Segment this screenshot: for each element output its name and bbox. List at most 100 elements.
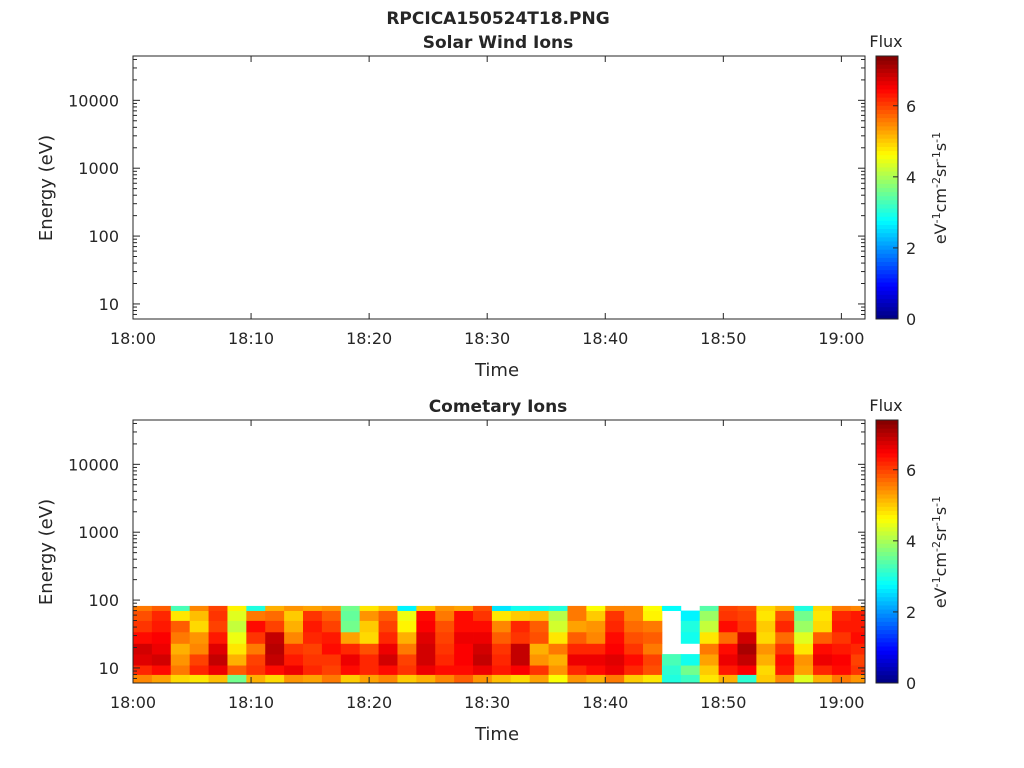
heatmap-cell bbox=[246, 631, 266, 644]
heatmap-cell bbox=[454, 654, 474, 666]
bottom-plot-area: 18:00 18:10 18:20 18:30 18:40 18:50 19:00 10 100… bbox=[68, 419, 866, 712]
heatmap-cell bbox=[151, 610, 172, 621]
heatmap-cell bbox=[586, 665, 606, 675]
heatmap-cell bbox=[510, 620, 531, 633]
y-tick-label: 10 bbox=[99, 295, 119, 314]
heatmap-cell bbox=[586, 643, 606, 655]
bottom-panel: Cometary Ions 18:00 18:10 18:20 18:30 18:40 1… bbox=[36, 396, 950, 745]
heatmap-cell bbox=[303, 610, 323, 621]
heatmap-cell bbox=[737, 605, 757, 611]
heatmap-cell bbox=[397, 610, 417, 621]
heatmap-cell bbox=[246, 654, 266, 666]
heatmap-cell bbox=[246, 620, 266, 633]
heatmap-cell bbox=[699, 643, 719, 655]
heatmap-cell bbox=[303, 643, 323, 655]
heatmap-cell bbox=[265, 605, 285, 611]
heatmap-cell bbox=[340, 643, 361, 655]
heatmap-cell bbox=[133, 610, 153, 621]
heatmap-cell bbox=[397, 643, 417, 655]
heatmap-cell bbox=[340, 631, 361, 644]
heatmap-cell bbox=[416, 620, 436, 633]
top-plot-area: 18:00 18:10 18:20 18:30 18:40 18:50 19:00 10 100… bbox=[68, 55, 866, 348]
heatmap-cell bbox=[529, 631, 549, 644]
heatmap-cell bbox=[284, 605, 304, 611]
heatmap-cell bbox=[850, 631, 866, 644]
heatmap-cell bbox=[473, 643, 493, 655]
heatmap-cell bbox=[435, 620, 455, 633]
heatmap-cell bbox=[208, 643, 228, 655]
heatmap-cell bbox=[208, 665, 228, 675]
heatmap-cell bbox=[189, 654, 209, 666]
heatmap-cell bbox=[775, 620, 795, 633]
heatmap-cell bbox=[473, 674, 493, 684]
heatmap-cell bbox=[775, 631, 795, 644]
heatmap-cell bbox=[831, 610, 852, 621]
axes-frame bbox=[132, 55, 866, 320]
heatmap-cell bbox=[737, 665, 757, 675]
x-tick-label: 19:00 bbox=[818, 693, 864, 712]
heatmap-cell bbox=[473, 654, 493, 666]
y-tick-label: 100 bbox=[88, 227, 119, 246]
heatmap-cell bbox=[397, 631, 417, 644]
heatmap-cell bbox=[567, 610, 587, 621]
heatmap-cell bbox=[756, 674, 776, 684]
heatmap-cell bbox=[794, 631, 814, 644]
heatmap-cell bbox=[813, 665, 833, 675]
heatmap-cell bbox=[643, 665, 663, 675]
heatmap-cell bbox=[794, 665, 814, 675]
heatmap-cell bbox=[605, 665, 625, 675]
heatmap-cell bbox=[718, 620, 738, 633]
bottom-colorbar-unit-ev: eV bbox=[931, 587, 950, 608]
heatmap-cell bbox=[208, 610, 228, 621]
heatmap-cell bbox=[133, 643, 153, 655]
heatmap-cell bbox=[378, 605, 398, 611]
heatmap-cell bbox=[151, 631, 172, 644]
heatmap-cell bbox=[340, 610, 361, 621]
heatmap-cell bbox=[170, 665, 191, 675]
heatmap-cell bbox=[189, 620, 209, 633]
heatmap-cell bbox=[246, 610, 266, 621]
heatmap-cell bbox=[189, 665, 209, 675]
heatmap-cell bbox=[775, 665, 795, 675]
heatmap-cell bbox=[321, 665, 342, 675]
heatmap-cell bbox=[416, 665, 436, 675]
heatmap-cell bbox=[227, 654, 247, 666]
heatmap-cell bbox=[529, 605, 549, 611]
heatmap-cell bbox=[699, 654, 719, 666]
heatmap-cell bbox=[189, 605, 209, 611]
heatmap-cell bbox=[794, 605, 814, 611]
heatmap-cell bbox=[265, 610, 285, 621]
heatmap-cell bbox=[416, 643, 436, 655]
heatmap-cell bbox=[510, 674, 531, 684]
heatmap-cell bbox=[624, 665, 644, 675]
heatmap-cell bbox=[340, 654, 361, 666]
colorbar-frame bbox=[875, 419, 899, 684]
x-tick-label: 18:00 bbox=[110, 693, 156, 712]
heatmap-cell bbox=[378, 665, 398, 675]
top-colorbar-unit-cm-exp: -2 bbox=[930, 177, 943, 188]
colorbar-tick-label: 4 bbox=[906, 532, 916, 551]
bottom-panel-title: Cometary Ions bbox=[429, 397, 568, 417]
heatmap-cell bbox=[529, 665, 549, 675]
heatmap-cell bbox=[605, 605, 625, 611]
top-colorbar-unit-s: s bbox=[931, 143, 950, 151]
heatmap-cell bbox=[321, 674, 342, 684]
heatmap-cell bbox=[831, 643, 852, 655]
heatmap-cell bbox=[737, 643, 757, 655]
heatmap-cell bbox=[586, 610, 606, 621]
colorbar-tick-label: 4 bbox=[906, 168, 916, 187]
heatmap-cell bbox=[529, 620, 549, 633]
heatmap-cell bbox=[265, 665, 285, 675]
heatmap-cell bbox=[699, 605, 719, 611]
heatmap-cell bbox=[397, 654, 417, 666]
heatmap-cell bbox=[643, 610, 663, 621]
heatmap-cell bbox=[416, 605, 436, 611]
bottom-colorbar-label: Flux bbox=[869, 396, 902, 415]
bottom-colorbar-unit-s-exp: -1 bbox=[930, 496, 943, 507]
heatmap-cell bbox=[737, 631, 757, 644]
heatmap-cell bbox=[643, 631, 663, 644]
heatmap-cell bbox=[718, 605, 738, 611]
heatmap-cell bbox=[586, 605, 606, 611]
heatmap-cell bbox=[718, 665, 738, 675]
heatmap-cell bbox=[284, 654, 304, 666]
